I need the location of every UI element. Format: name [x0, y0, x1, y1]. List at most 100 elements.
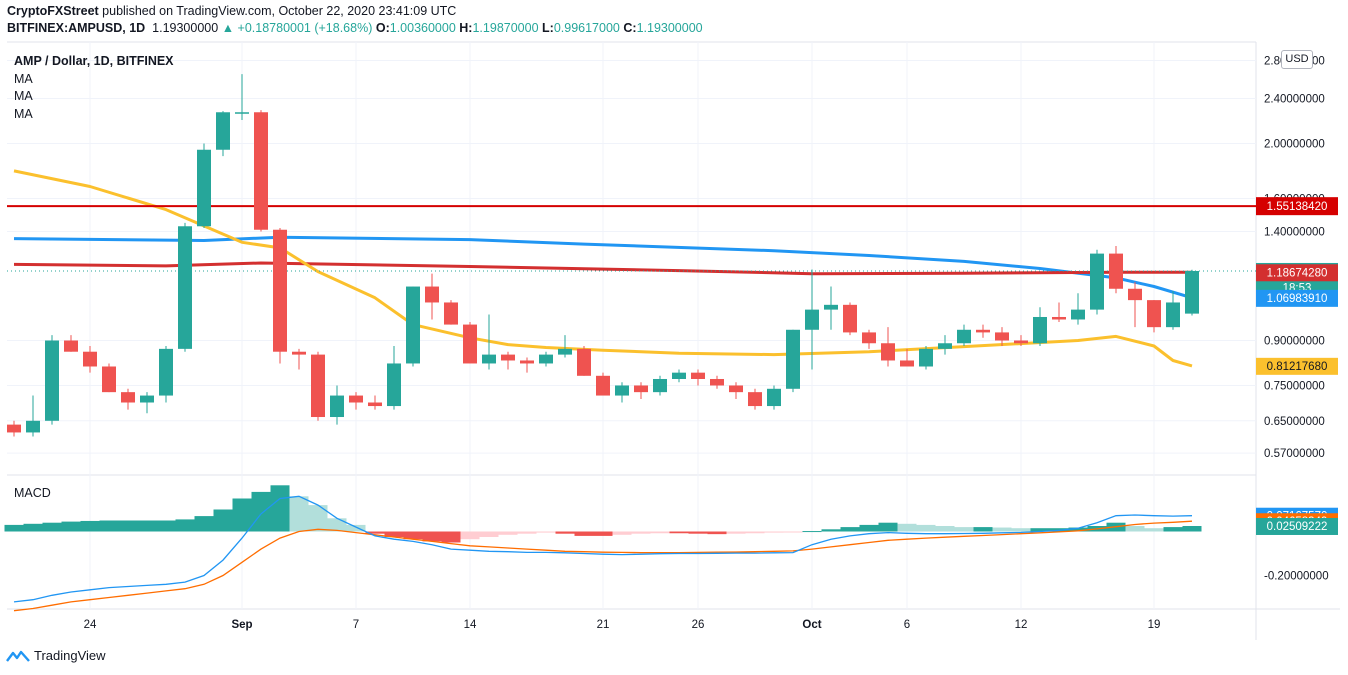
chart-legend: AMP / Dollar, 1D, BITFINEX MA MA MA	[14, 53, 174, 123]
candle-down	[463, 324, 477, 364]
macd-histogram-bar	[1011, 528, 1031, 532]
price-tag	[1256, 357, 1338, 375]
macd-histogram-bar	[61, 521, 81, 532]
macd-histogram-bar	[1030, 528, 1050, 532]
candle-down	[634, 385, 648, 393]
last-price: 1.19300000	[152, 21, 219, 35]
macd-histogram-bar	[99, 520, 119, 532]
time-axis-tick: 7	[353, 619, 359, 631]
candle-up	[235, 112, 249, 114]
resistance-price-tag	[1256, 197, 1338, 216]
candle-up	[140, 395, 154, 403]
macd-histogram-bar	[650, 531, 670, 534]
candle-down	[311, 354, 325, 418]
macd-histogram-bar	[308, 505, 328, 532]
macd-histogram-bar	[1163, 527, 1183, 532]
candle-up	[197, 149, 211, 227]
candle-up	[615, 385, 629, 396]
legend-title: AMP / Dollar, 1D, BITFINEX	[14, 54, 174, 68]
price-axis-tick: 0.75000000	[1264, 380, 1325, 392]
macd-histogram-bar	[726, 531, 746, 534]
candle-up	[539, 354, 553, 364]
candle-down	[1109, 253, 1123, 289]
candle-down	[292, 351, 306, 355]
candle-up	[330, 395, 344, 418]
macd-histogram-bar	[422, 531, 442, 542]
candle-down	[710, 378, 724, 386]
publisher-name[interactable]: CryptoFXStreet	[7, 4, 99, 18]
candle-up	[672, 372, 686, 379]
candle-down	[1014, 340, 1028, 344]
candle-down	[1147, 300, 1161, 328]
tradingview-footer[interactable]: TradingView	[6, 648, 106, 663]
macd-value-tag	[1256, 517, 1338, 535]
macd-histogram-bar	[612, 531, 632, 535]
ma-line-3	[13, 169, 1193, 368]
price-tag	[1256, 289, 1338, 307]
candle-up	[1090, 253, 1104, 310]
currency-button[interactable]: USD	[1281, 50, 1313, 69]
macd-histogram-bar	[954, 527, 974, 532]
high-value: 1.19870000	[472, 21, 539, 35]
macd-histogram-bar	[118, 520, 138, 532]
macd-histogram-bar	[821, 529, 841, 532]
macd-histogram-bar	[156, 520, 176, 532]
macd-line	[13, 495, 1193, 603]
symbol-line: BITFINEX:AMPUSD, 1D	[7, 21, 146, 35]
macd-histogram-bar	[707, 531, 727, 535]
candle-up	[767, 388, 781, 407]
candle-down	[881, 343, 895, 361]
macd-legend[interactable]: MACD	[14, 486, 51, 500]
macd-histogram-bar	[536, 531, 556, 533]
macd-histogram-bar	[213, 509, 233, 532]
high-label: H:	[459, 21, 473, 35]
time-axis-tick: 21	[597, 619, 610, 631]
macd-histogram-bar	[1125, 526, 1145, 532]
macd-histogram-bar	[745, 531, 765, 534]
macd-histogram-bar	[232, 498, 252, 532]
candle-up	[786, 329, 800, 389]
close-label: C:	[623, 21, 637, 35]
candle-up	[387, 363, 401, 407]
macd-histogram-bar	[346, 524, 366, 532]
legend-item-ma-1[interactable]: MA	[14, 71, 33, 86]
legend-item-ma-2[interactable]: MA	[14, 89, 33, 103]
legend-item-ma-3[interactable]: MA	[14, 106, 33, 121]
macd-histogram-bar	[460, 531, 480, 540]
open-label: O:	[375, 21, 390, 35]
macd-histogram-bar	[669, 531, 689, 534]
candle-up	[482, 354, 496, 364]
candle-down	[368, 402, 382, 407]
candle-down	[900, 360, 914, 367]
macd-histogram-bar	[555, 531, 575, 534]
macd-value-label: 0.02509222	[1267, 521, 1328, 533]
tradingview-logo-icon	[6, 650, 30, 662]
candle-down	[729, 385, 743, 393]
candle-down	[349, 395, 363, 403]
candle-down	[995, 332, 1009, 341]
candle-up	[1071, 309, 1085, 320]
candle-down	[1052, 316, 1066, 320]
candle-down	[501, 354, 515, 361]
macd-histogram-bar	[897, 523, 917, 532]
macd-histogram-bar	[783, 531, 803, 533]
macd-histogram-bar	[270, 485, 290, 532]
macd-axis-tick: -0.20000000	[1264, 571, 1329, 583]
publish-line: CryptoFXStreet published on TradingView.…	[7, 4, 456, 18]
candle-down	[444, 302, 458, 325]
macd-histogram-bar	[403, 531, 423, 540]
macd-histogram-bar	[631, 531, 651, 534]
price-tag-label: 1.06983910	[1267, 293, 1328, 305]
candle-up	[1185, 270, 1199, 314]
candle-down	[1128, 288, 1142, 301]
macd-signal-line	[13, 520, 1193, 612]
time-axis-tick: 19	[1148, 619, 1161, 631]
candle-down	[64, 340, 78, 352]
candle-down	[7, 424, 21, 433]
macd-histogram-bar	[859, 524, 879, 532]
candle-up	[1033, 316, 1047, 344]
candle-up	[653, 378, 667, 393]
candle-up	[938, 343, 952, 349]
price-tag-label: 0.81217680	[1267, 361, 1328, 373]
